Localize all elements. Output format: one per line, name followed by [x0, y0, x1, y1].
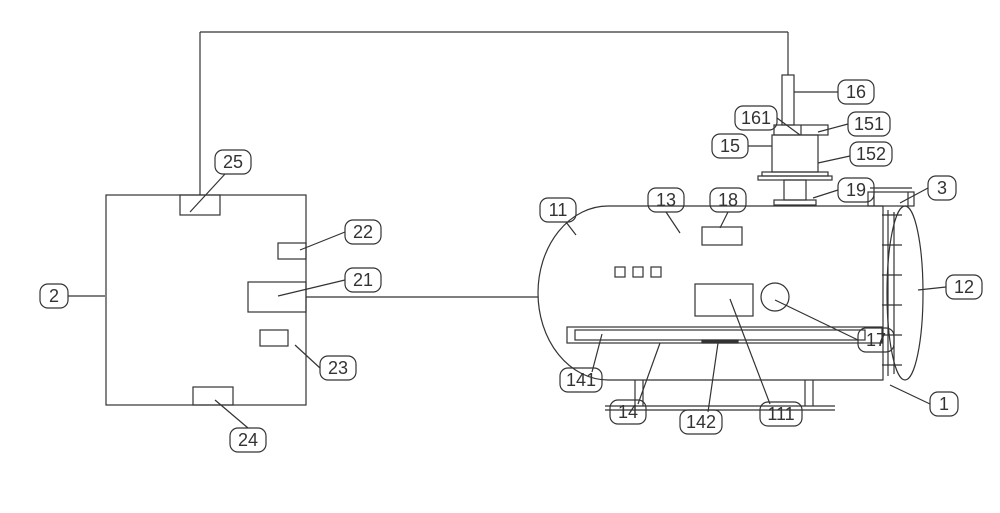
- label-text-23: 23: [328, 358, 348, 378]
- leader-18: [720, 212, 728, 228]
- leader-111: [730, 299, 770, 404]
- stack-16: [782, 75, 794, 125]
- label-text-21: 21: [353, 270, 373, 290]
- leader-14: [638, 343, 660, 404]
- label-text-2: 2: [49, 286, 59, 306]
- label-text-141: 141: [566, 370, 596, 390]
- label-text-11: 11: [549, 200, 568, 220]
- leader-142: [708, 343, 718, 412]
- label-text-14: 14: [618, 402, 638, 422]
- label-text-16: 16: [846, 82, 866, 102]
- block-24: [193, 387, 233, 405]
- tank-body: [538, 206, 883, 380]
- label-text-22: 22: [353, 222, 373, 242]
- diagram-canvas: 2 25 22 21 23 24 16 161 151 15 152 19 3 13 18 11 12 17 1 14…: [0, 0, 1000, 513]
- leader-23: [295, 345, 320, 368]
- label-text-24: 24: [238, 430, 258, 450]
- block-22: [278, 243, 306, 259]
- panel-111: [695, 284, 753, 316]
- label-text-17: 17: [866, 330, 886, 350]
- leader-19: [813, 190, 838, 198]
- label-text-151: 151: [854, 114, 884, 134]
- leader-1: [890, 385, 930, 404]
- leader-161: [777, 118, 800, 135]
- label-text-18: 18: [718, 190, 738, 210]
- tank-door: [887, 206, 923, 380]
- label-text-15: 15: [720, 136, 740, 156]
- label-text-25: 25: [223, 152, 243, 172]
- block-21: [248, 282, 306, 312]
- display-18: [702, 227, 742, 245]
- label-text-3: 3: [937, 178, 947, 198]
- valve-15: [772, 135, 818, 172]
- leader-11: [566, 222, 576, 235]
- label-text-142: 142: [686, 412, 716, 432]
- label-text-161: 161: [741, 108, 771, 128]
- leader-17: [775, 300, 858, 340]
- block-23: [260, 330, 288, 346]
- leader-152: [818, 156, 850, 163]
- leader-24: [215, 400, 248, 428]
- port-17: [761, 283, 789, 311]
- label-text-152: 152: [856, 144, 886, 164]
- block-25: [180, 195, 220, 215]
- label-text-12: 12: [954, 277, 974, 297]
- leader-22: [300, 232, 345, 250]
- label-text-1: 1: [939, 394, 949, 414]
- neck-19: [784, 180, 806, 200]
- label-text-111: 111: [767, 404, 794, 424]
- leader-12: [918, 287, 946, 290]
- control-box: [106, 195, 306, 405]
- label-text-19: 19: [846, 180, 866, 200]
- label-text-13: 13: [656, 190, 676, 210]
- leader-13: [666, 212, 680, 233]
